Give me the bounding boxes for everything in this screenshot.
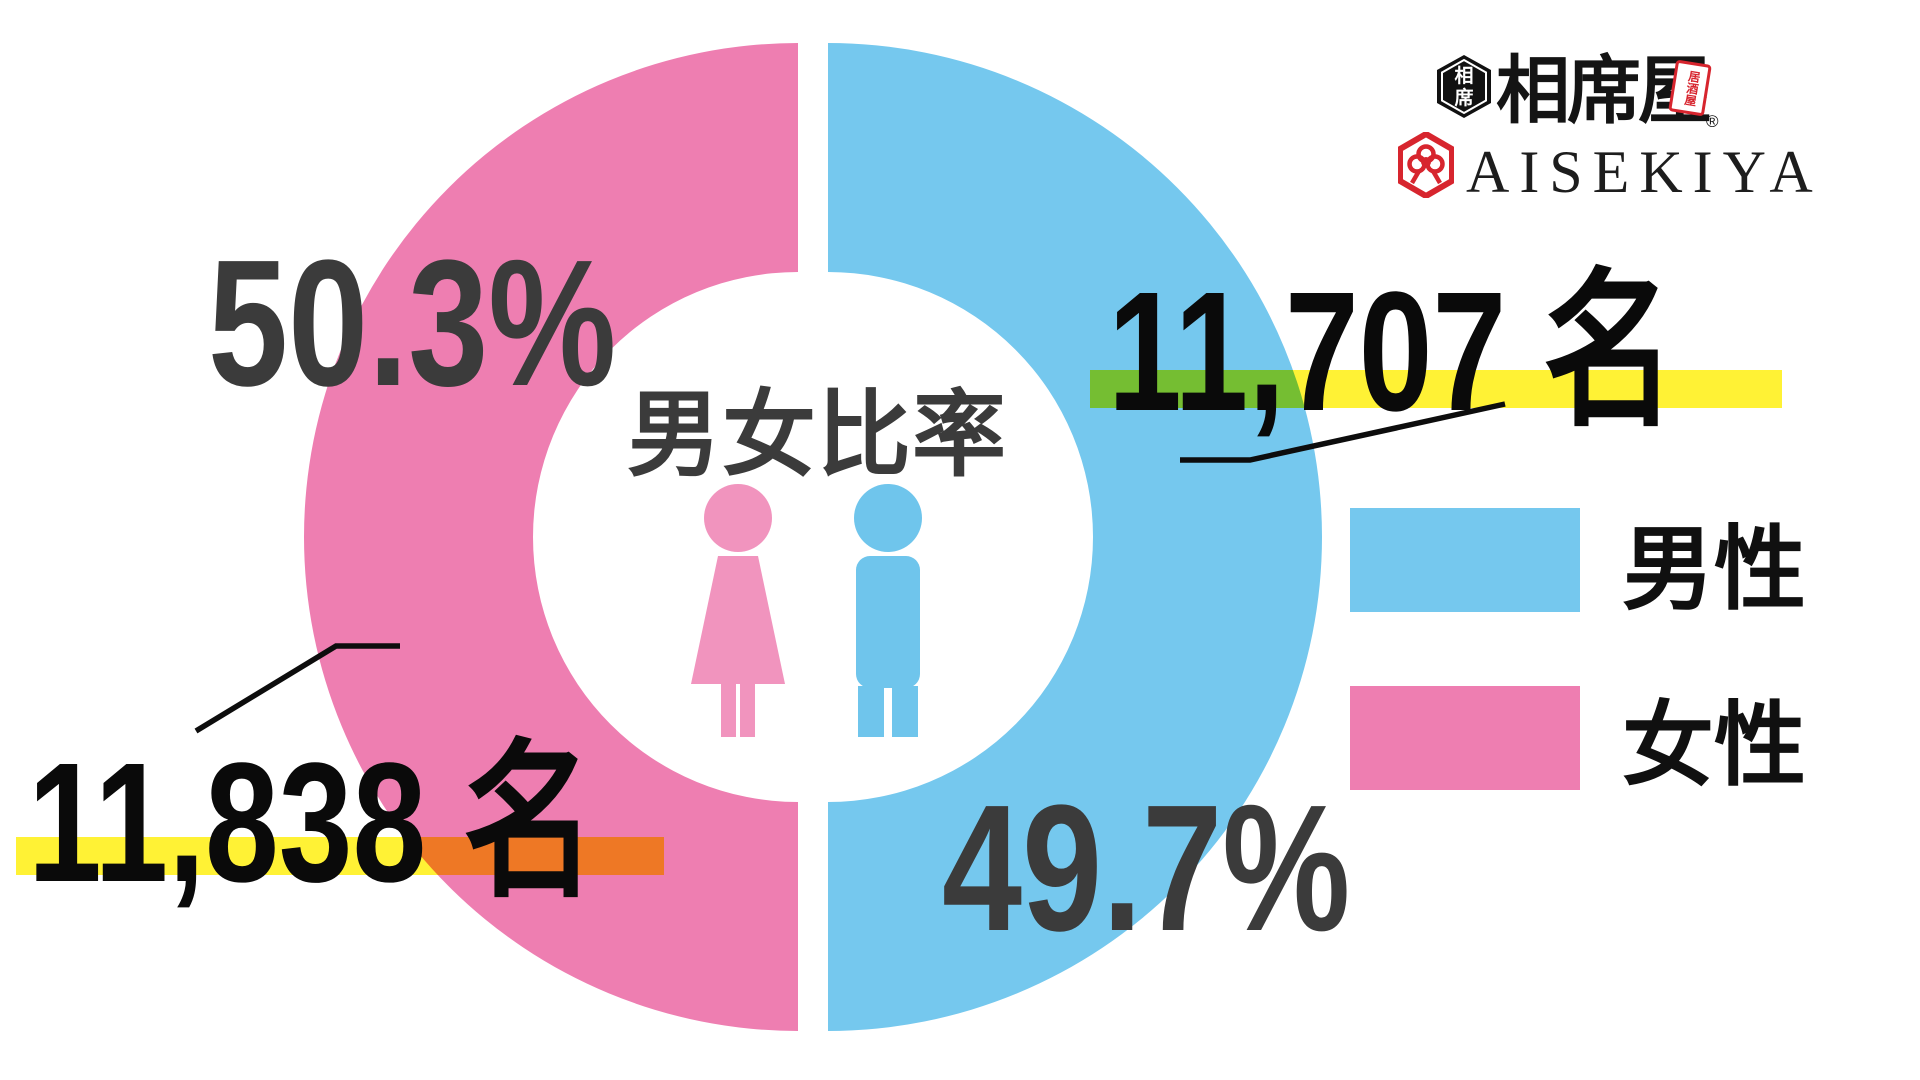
highlight-female-count xyxy=(16,837,664,875)
brand-logo-en: AISEKIYA xyxy=(1398,128,1823,202)
donut-slice-male xyxy=(828,43,1322,1031)
male-count-label: 11,707 名 xyxy=(1108,257,1676,447)
leader-line-male xyxy=(1180,401,1506,463)
female-icon xyxy=(691,484,785,737)
donut-slice-female xyxy=(304,43,798,1031)
highlight-male-count xyxy=(1090,370,1782,408)
registered-trademark: ® xyxy=(1706,112,1719,131)
legend-label-male: 男性 xyxy=(1622,519,1807,621)
legend-label-female: 女性 xyxy=(1622,695,1807,797)
female-count-label: 11,838 名 xyxy=(28,728,596,918)
knot-hexagon-icon xyxy=(1398,132,1454,198)
hexagon-badge-icon: 相 席 xyxy=(1437,55,1491,118)
male-percent-label: 49.7% xyxy=(942,768,1351,969)
leader-line-female xyxy=(194,643,400,734)
legend-swatch-male xyxy=(1350,508,1580,612)
male-icon xyxy=(854,484,922,737)
brand-name-english: AISEKIYA xyxy=(1466,139,1823,205)
brand-logo-jp: 相 席 相席屋 xyxy=(1436,54,1712,128)
chart-center-title: 男女比率 xyxy=(627,382,1008,487)
female-percent-label: 50.3% xyxy=(208,223,617,424)
badge-kanji-2: 席 xyxy=(1454,86,1473,109)
badge-kanji-1: 相 xyxy=(1454,65,1473,87)
legend-swatch-female xyxy=(1350,686,1580,790)
